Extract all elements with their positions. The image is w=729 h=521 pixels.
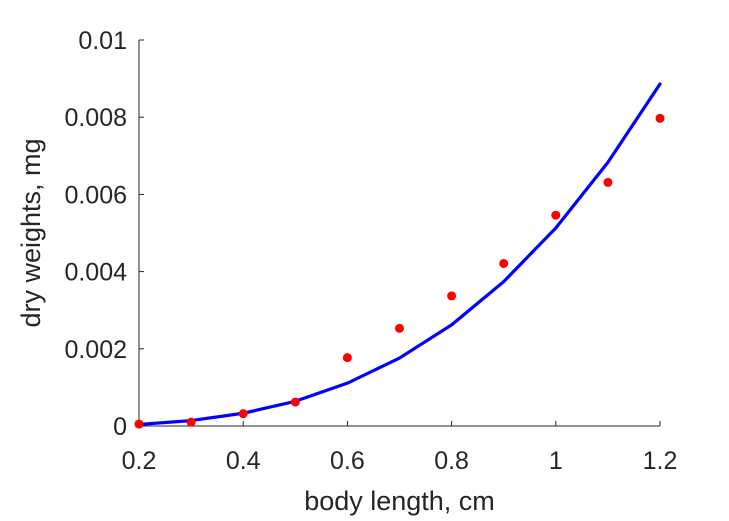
data-point (238, 409, 248, 419)
data-point (655, 113, 665, 123)
y-tick-label: 0 (113, 413, 127, 441)
axes (138, 40, 660, 427)
y-tick-label: 0.006 (64, 181, 127, 209)
data-point (447, 291, 457, 301)
x-ticks: 0.2 0.4 0.6 0.8 1 1.2 (122, 421, 678, 475)
data-point (342, 353, 352, 363)
y-tick-label: 0.002 (64, 336, 127, 364)
x-tick-label: 0.2 (122, 447, 157, 475)
data-point (290, 397, 300, 407)
x-tick-label: 0.8 (434, 447, 469, 475)
data-point (499, 258, 509, 268)
y-tick-label: 0.004 (64, 259, 127, 287)
x-axis-title: body length, cm (304, 486, 495, 516)
x-tick-label: 0.6 (330, 447, 365, 475)
series-layer (134, 82, 665, 429)
x-tick-label: 1 (549, 447, 563, 475)
y-ticks: 0 0.002 0.004 0.006 0.008 0.01 (64, 27, 144, 441)
y-axis-title: dry weights, mg (16, 138, 46, 327)
data-point (134, 419, 144, 429)
data-point (395, 323, 404, 333)
fit-curve-line (137, 82, 662, 427)
data-point (603, 177, 613, 187)
y-tick-label: 0.008 (64, 104, 127, 132)
y-tick-label: 0.01 (78, 27, 127, 55)
x-tick-label: 1.2 (643, 447, 678, 475)
data-point (551, 210, 561, 220)
x-tick-label: 0.4 (226, 447, 261, 475)
data-point (186, 417, 196, 427)
